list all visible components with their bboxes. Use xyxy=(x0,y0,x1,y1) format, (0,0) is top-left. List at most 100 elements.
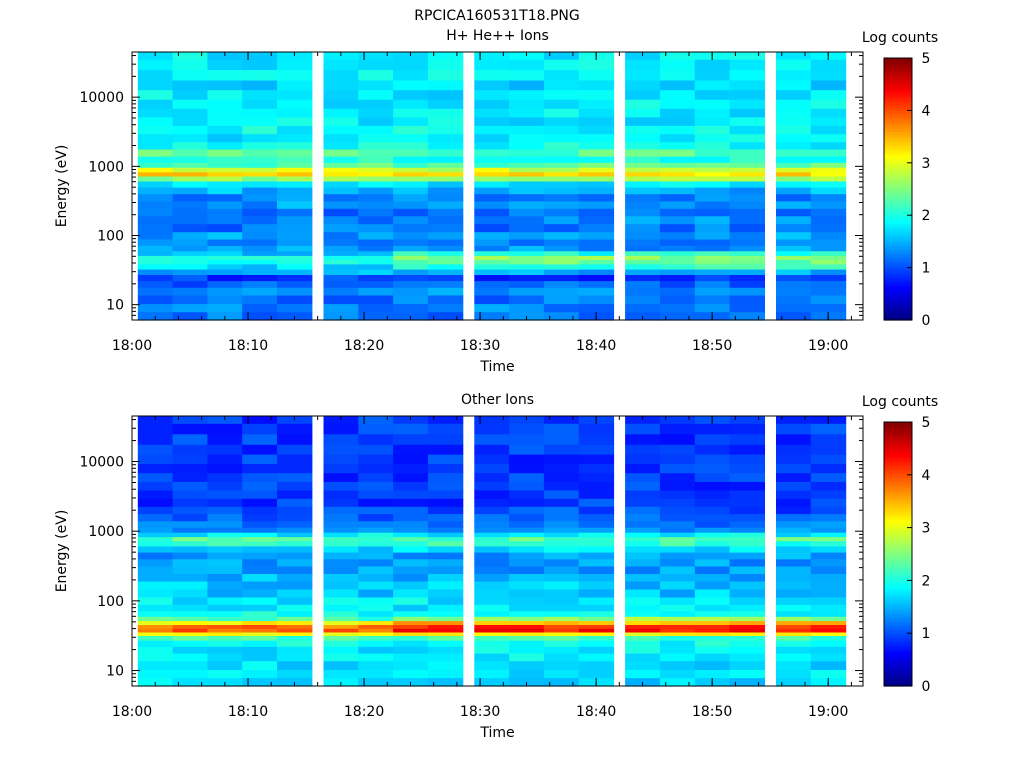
heatmap-cell xyxy=(427,677,464,687)
heatmap-cell xyxy=(277,463,313,474)
heatmap-cell xyxy=(509,274,545,282)
panel-title: Other Ions xyxy=(461,392,534,408)
heatmap-cell xyxy=(137,444,174,455)
heatmap-cell xyxy=(474,527,510,533)
heatmap-cell xyxy=(277,513,313,522)
heatmap-cell xyxy=(323,69,359,81)
heatmap-cell xyxy=(543,79,580,91)
heatmap-cell xyxy=(659,453,696,464)
heatmap-cell xyxy=(694,125,731,135)
colorbar-swatch xyxy=(884,480,912,484)
heatmap-cell xyxy=(137,588,174,598)
colorbar-swatch xyxy=(884,509,912,513)
heatmap-cell xyxy=(427,628,464,633)
heatmap-cell xyxy=(776,255,812,261)
heatmap-cell xyxy=(578,259,615,265)
heatmap-cell xyxy=(323,565,359,574)
colorbar-swatch xyxy=(884,667,912,671)
colorbar-swatch xyxy=(884,99,912,104)
heatmap-cell xyxy=(242,274,278,282)
colorbar-label: Log counts xyxy=(862,394,938,410)
heatmap-cell xyxy=(427,481,464,491)
heatmap-cell xyxy=(694,423,731,435)
heatmap-cell xyxy=(625,303,661,313)
colorbar-swatch xyxy=(884,126,912,130)
heatmap-cell xyxy=(323,208,359,217)
heatmap-cell xyxy=(207,580,243,590)
heatmap-cell xyxy=(659,89,696,100)
heatmap-cell xyxy=(358,610,394,617)
heatmap-cell xyxy=(509,433,545,445)
heatmap-cell xyxy=(427,125,464,135)
colorbar-swatch xyxy=(884,257,912,261)
heatmap-cell xyxy=(729,616,765,622)
colorbar-tick-label: 3 xyxy=(922,521,931,537)
colorbar-tick-label: 5 xyxy=(922,415,931,431)
heatmap-cell xyxy=(323,180,359,188)
heatmap-cell xyxy=(776,274,812,282)
heatmap-cell xyxy=(729,580,765,590)
heatmap-cell xyxy=(694,141,731,150)
heatmap-cell xyxy=(242,513,278,522)
colorbar-swatch xyxy=(884,309,912,313)
heatmap-cell xyxy=(393,231,429,240)
colorbar-swatch xyxy=(884,165,912,169)
heatmap-cell xyxy=(207,536,243,542)
heatmap-cell xyxy=(625,481,661,491)
colorbar-swatch xyxy=(884,445,912,449)
colorbar-swatch xyxy=(884,612,912,616)
heatmap-cell xyxy=(427,596,464,605)
heatmap-cell xyxy=(810,481,847,491)
heatmap-cell xyxy=(242,259,278,265)
y-tick-label: 10000 xyxy=(79,455,124,471)
heatmap-cell xyxy=(323,624,359,629)
heatmap-cell xyxy=(474,280,510,288)
heatmap-cell xyxy=(543,294,580,305)
heatmap-cell xyxy=(543,263,580,270)
heatmap-cell xyxy=(277,527,313,533)
heatmap-cell xyxy=(207,287,243,296)
heatmap-cell xyxy=(810,545,847,553)
heatmap-cell xyxy=(810,155,847,163)
heatmap-cell xyxy=(358,171,394,177)
heatmap-cell xyxy=(137,223,174,233)
heatmap-cell xyxy=(207,250,243,256)
heatmap-cell xyxy=(729,175,765,182)
heatmap-cell xyxy=(137,558,174,567)
heatmap-cell xyxy=(509,552,545,560)
heatmap-cell xyxy=(358,193,394,202)
colorbar-swatch xyxy=(884,593,912,597)
heatmap-cell xyxy=(207,89,243,100)
heatmap-cell xyxy=(277,610,313,617)
heatmap-cell xyxy=(625,453,661,464)
heatmap-cell xyxy=(810,255,847,261)
heatmap-cell xyxy=(776,223,812,233)
heatmap-cell xyxy=(625,215,661,225)
heatmap-cell xyxy=(729,498,765,507)
heatmap-cell xyxy=(578,520,615,528)
heatmap-cell xyxy=(427,506,464,515)
heatmap-cell xyxy=(242,498,278,507)
heatmap-cell xyxy=(242,287,278,296)
heatmap-cell xyxy=(578,133,615,143)
colorbar-swatch xyxy=(884,314,912,318)
heatmap-cell xyxy=(776,506,812,515)
heatmap-cell xyxy=(543,187,580,195)
heatmap-cell xyxy=(393,580,429,590)
heatmap-cell xyxy=(578,620,615,625)
heatmap-cell xyxy=(474,175,510,182)
heatmap-cell xyxy=(242,167,278,173)
heatmap-cell xyxy=(729,245,765,252)
heatmap-cell xyxy=(277,565,313,574)
heatmap-cell xyxy=(509,635,545,641)
heatmap-cell xyxy=(393,69,429,81)
heatmap-cell xyxy=(543,540,580,547)
heatmap-cell xyxy=(137,489,174,499)
heatmap-cell xyxy=(393,616,429,622)
heatmap-cell xyxy=(509,208,545,217)
heatmap-cell xyxy=(323,200,359,209)
heatmap-cell xyxy=(776,580,812,590)
heatmap-cell xyxy=(509,187,545,195)
heatmap-cell xyxy=(393,263,429,270)
heatmap-cell xyxy=(137,453,174,464)
